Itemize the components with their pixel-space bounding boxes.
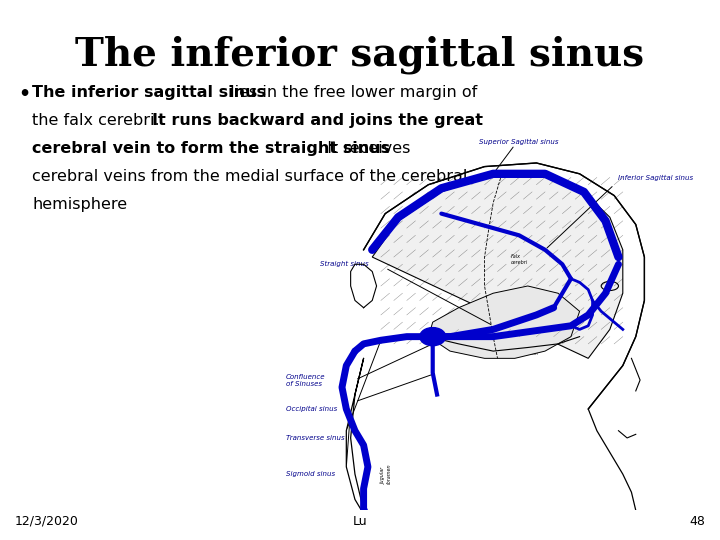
Polygon shape <box>372 174 623 359</box>
Text: cerebral veins from the medial surface of the cerebral: cerebral veins from the medial surface o… <box>32 169 467 184</box>
Text: Sigmoid sinus: Sigmoid sinus <box>286 471 335 477</box>
Text: Transverse sinus: Transverse sinus <box>286 435 344 441</box>
Text: The inferior sagittal sinus: The inferior sagittal sinus <box>32 85 266 100</box>
Text: hemisphere: hemisphere <box>32 197 127 212</box>
Polygon shape <box>428 286 580 359</box>
Text: Jugular
foramen: Jugular foramen <box>381 464 392 484</box>
Text: Confluence
of Sinuses: Confluence of Sinuses <box>286 374 325 387</box>
Text: Straight sinus: Straight sinus <box>320 261 369 267</box>
Text: It runs backward and joins the great: It runs backward and joins the great <box>152 113 483 128</box>
Text: Superior Sagittal sinus: Superior Sagittal sinus <box>480 139 559 145</box>
Ellipse shape <box>420 328 446 346</box>
Text: The inferior sagittal sinus: The inferior sagittal sinus <box>76 35 644 73</box>
Text: 48: 48 <box>689 515 705 528</box>
Text: Inferior Sagittal sinus: Inferior Sagittal sinus <box>618 175 693 181</box>
Text: the falx cerebri.: the falx cerebri. <box>32 113 165 128</box>
Text: Lu: Lu <box>353 515 367 528</box>
Text: cerebral vein to form the straight sinus: cerebral vein to form the straight sinus <box>32 141 390 156</box>
Text: lies in the free lower margin of: lies in the free lower margin of <box>225 85 477 100</box>
Text: 12/3/2020: 12/3/2020 <box>15 515 79 528</box>
Text: Tentorium: Tentorium <box>518 352 538 356</box>
Text: . It receives: . It receives <box>318 141 410 156</box>
Text: Falx
cerebri: Falx cerebri <box>510 254 528 265</box>
Text: •: • <box>18 85 30 104</box>
Text: Occipital sinus: Occipital sinus <box>286 406 337 412</box>
